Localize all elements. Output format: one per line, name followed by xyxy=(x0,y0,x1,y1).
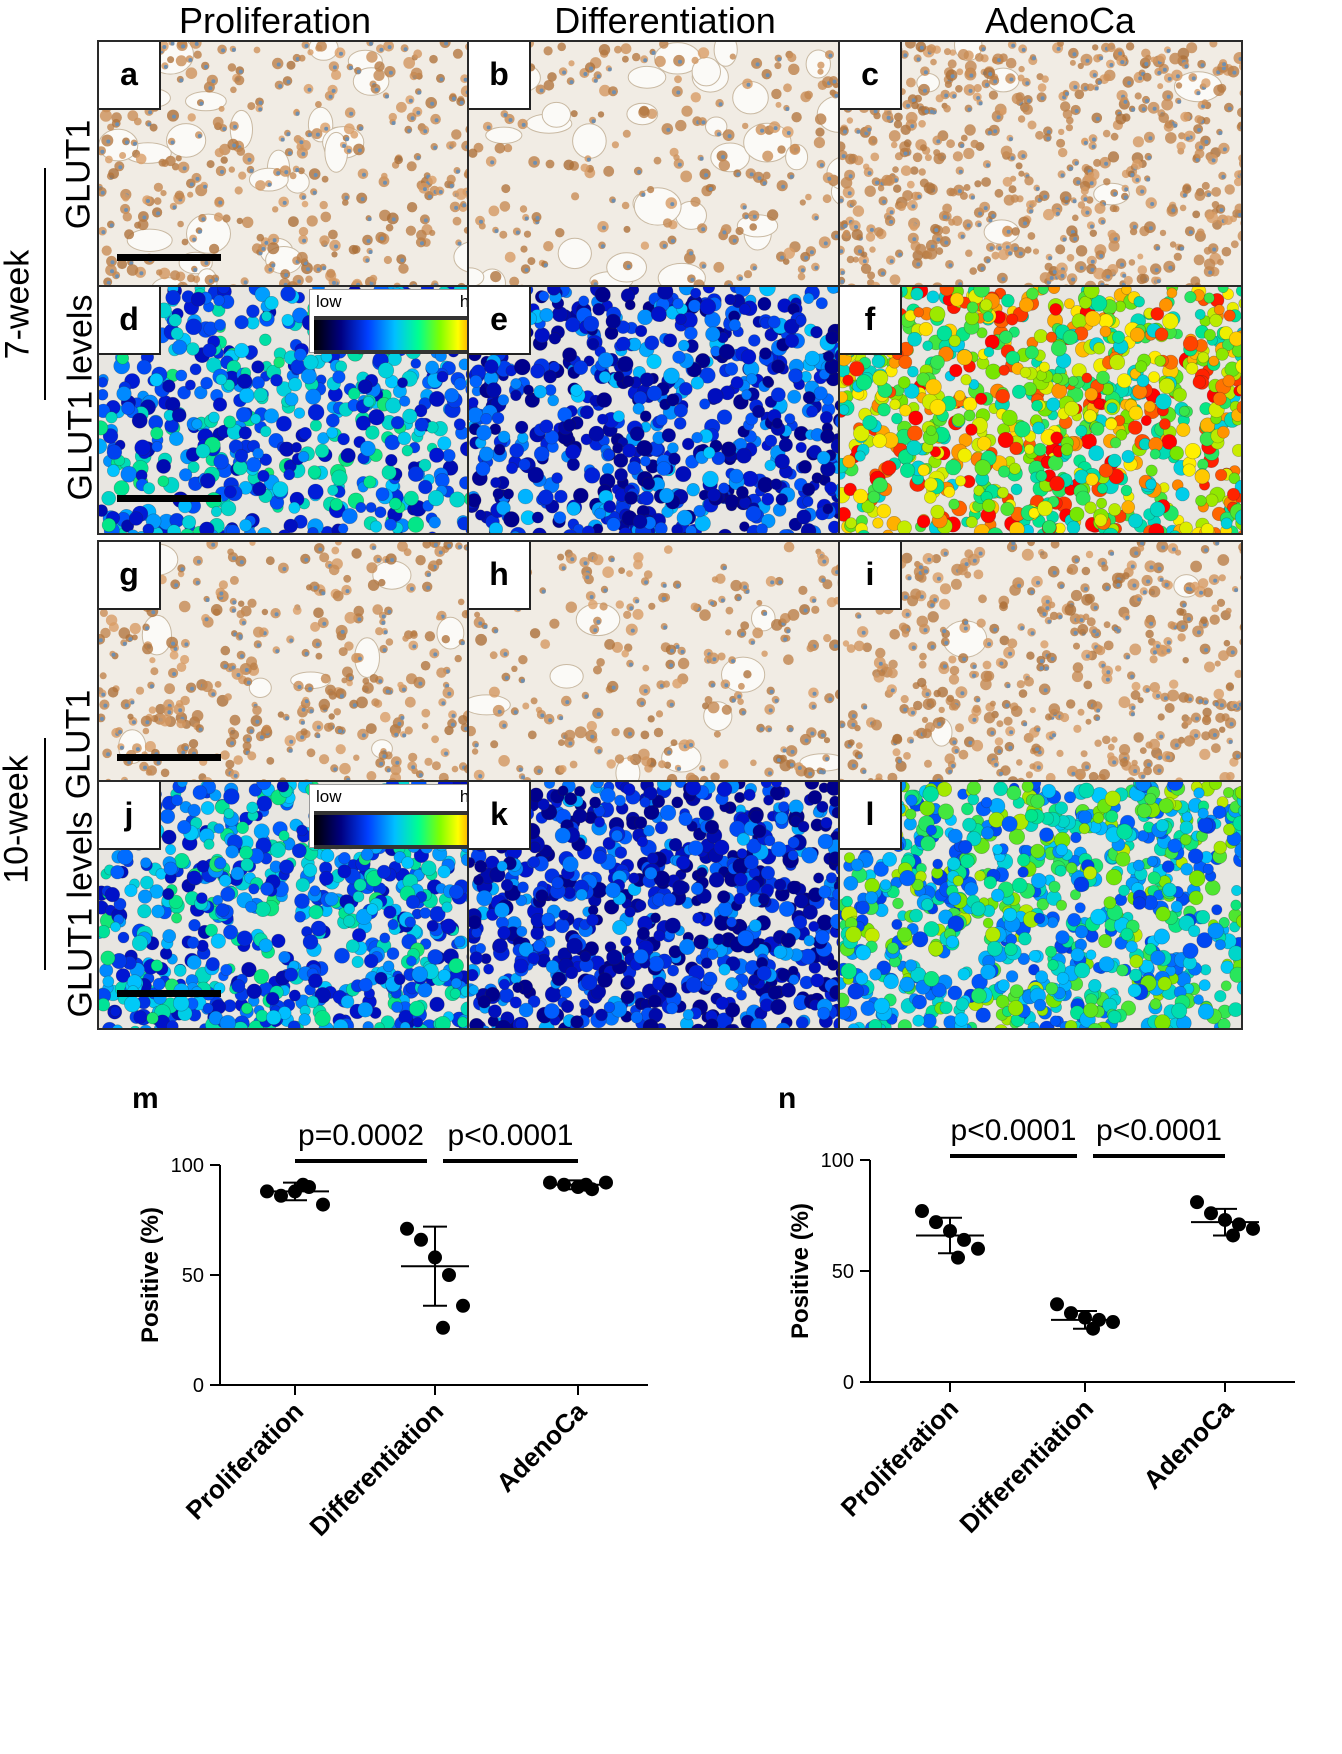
micrograph-panel-j: jlowhigh xyxy=(97,780,502,1030)
x-tick-label: Differentiation xyxy=(303,1396,449,1542)
x-tick-label: AdenoCa xyxy=(1137,1393,1239,1495)
y-tick-label: 50 xyxy=(832,1261,854,1283)
p-value-label: p=0.0002 xyxy=(298,1119,424,1152)
data-point xyxy=(316,1197,330,1212)
scale-bar xyxy=(117,754,221,761)
scale-bar xyxy=(117,495,221,502)
data-point xyxy=(1086,1321,1100,1336)
panel-letter-c: c xyxy=(840,42,902,110)
row-label-10-week: 10-week xyxy=(0,755,36,884)
scale-bar xyxy=(117,990,221,997)
data-point xyxy=(1246,1221,1260,1236)
data-point xyxy=(543,1175,557,1190)
panel-letter-d: d xyxy=(99,287,161,355)
data-point xyxy=(951,1250,965,1265)
colorbar-low-label: low xyxy=(316,787,342,806)
panel-letter-i: i xyxy=(840,542,902,610)
data-point xyxy=(428,1250,442,1265)
colorbar-low-label: low xyxy=(316,292,342,311)
panel-letter-h: h xyxy=(469,542,531,610)
data-point xyxy=(1190,1195,1204,1210)
row-label-glut1-levels-7w: GLUT1 levels xyxy=(61,294,100,501)
data-point xyxy=(456,1298,470,1313)
micrograph-panel-a: a xyxy=(97,40,502,290)
x-tick-label: Proliferation xyxy=(835,1393,965,1523)
row-label-glut1-7w: GLUT1 xyxy=(59,119,98,230)
panel-letter-f: f xyxy=(840,287,902,355)
p-value-label: p<0.0001 xyxy=(951,1114,1077,1147)
y-tick-label: 0 xyxy=(193,1375,204,1397)
data-point xyxy=(971,1241,985,1256)
data-point xyxy=(1232,1217,1246,1232)
panel-letter-m: m xyxy=(132,1082,159,1115)
panel-letter-k: k xyxy=(469,782,531,850)
data-point xyxy=(274,1188,288,1203)
micrograph-panel-e: e xyxy=(467,285,872,535)
y-tick-label: 0 xyxy=(843,1372,854,1394)
panel-letter-b: b xyxy=(469,42,531,110)
panel-letter-e: e xyxy=(469,287,531,355)
micrograph-panel-l: l xyxy=(838,780,1243,1030)
panel-letter-a: a xyxy=(99,42,161,110)
y-tick-label: 100 xyxy=(171,1155,204,1177)
micrograph-panel-i: i xyxy=(838,540,1243,790)
p-value-label: p<0.0001 xyxy=(1096,1114,1222,1147)
x-tick-label: Proliferation xyxy=(180,1396,309,1526)
data-point xyxy=(1106,1315,1120,1330)
data-point xyxy=(1050,1297,1064,1312)
y-axis-label: Positive (%) xyxy=(787,1203,814,1339)
micrograph-image xyxy=(469,782,870,1028)
data-point xyxy=(436,1320,450,1335)
data-point xyxy=(915,1204,929,1219)
colorbar-gradient xyxy=(314,316,494,354)
data-point xyxy=(1064,1306,1078,1321)
y-tick-label: 50 xyxy=(182,1265,204,1287)
row-divider-10-week xyxy=(44,738,46,970)
data-point xyxy=(579,1177,593,1192)
micrograph-panel-g: g xyxy=(97,540,502,790)
data-point xyxy=(929,1215,943,1230)
chart-n: 0 50 100 Positive (%) ProliferationDifferent… xyxy=(787,1114,1295,1539)
data-point xyxy=(943,1224,957,1239)
panel-letter-j: j xyxy=(99,782,161,850)
data-point xyxy=(1226,1228,1240,1243)
row-label-glut1-10w: GLUT1 xyxy=(59,689,98,800)
y-axis-label: Positive (%) xyxy=(137,1207,164,1343)
data-point xyxy=(260,1184,274,1199)
data-point xyxy=(599,1175,613,1190)
column-header-adenoca: AdenoCa xyxy=(984,0,1136,41)
column-header-proliferation: Proliferation xyxy=(178,0,372,41)
micrograph-panel-c: c xyxy=(838,40,1243,290)
micrograph-panel-k: k xyxy=(467,780,872,1030)
data-point xyxy=(442,1268,456,1282)
data-point xyxy=(400,1221,414,1236)
p-value-label: p<0.0001 xyxy=(448,1119,574,1152)
micrograph-image xyxy=(840,782,1241,1028)
scale-bar xyxy=(117,254,221,261)
row-label-7-week: 7-week xyxy=(0,249,37,360)
data-point xyxy=(1078,1310,1092,1325)
data-point xyxy=(1204,1206,1218,1221)
data-point xyxy=(557,1177,571,1192)
chart-m: 0 50 100 Positive (%) ProliferationDifferent… xyxy=(137,1119,648,1542)
x-tick-label: Differentiation xyxy=(953,1393,1099,1539)
micrograph-panel-b: b xyxy=(467,40,872,290)
data-point xyxy=(957,1232,971,1247)
micrograph-panel-f: f xyxy=(838,285,1243,535)
data-point xyxy=(414,1232,428,1247)
row-label-glut1-levels-10w: GLUT1 levels xyxy=(61,811,100,1018)
row-divider-7-week xyxy=(44,168,46,400)
y-tick-label: 100 xyxy=(821,1150,854,1172)
panel-letter-l: l xyxy=(840,782,902,850)
panel-letter-g: g xyxy=(99,542,161,610)
panel-letter-n: n xyxy=(778,1082,797,1115)
column-header-differentiation: Differentiation xyxy=(554,0,776,41)
micrograph-panel-h: h xyxy=(467,540,872,790)
micrograph-panel-d: dlowhigh xyxy=(97,285,502,535)
data-point xyxy=(1218,1212,1232,1227)
micrograph-image xyxy=(840,287,1241,533)
colorbar-gradient xyxy=(314,811,494,849)
data-point xyxy=(296,1177,310,1192)
x-tick-label: AdenoCa xyxy=(490,1396,592,1498)
